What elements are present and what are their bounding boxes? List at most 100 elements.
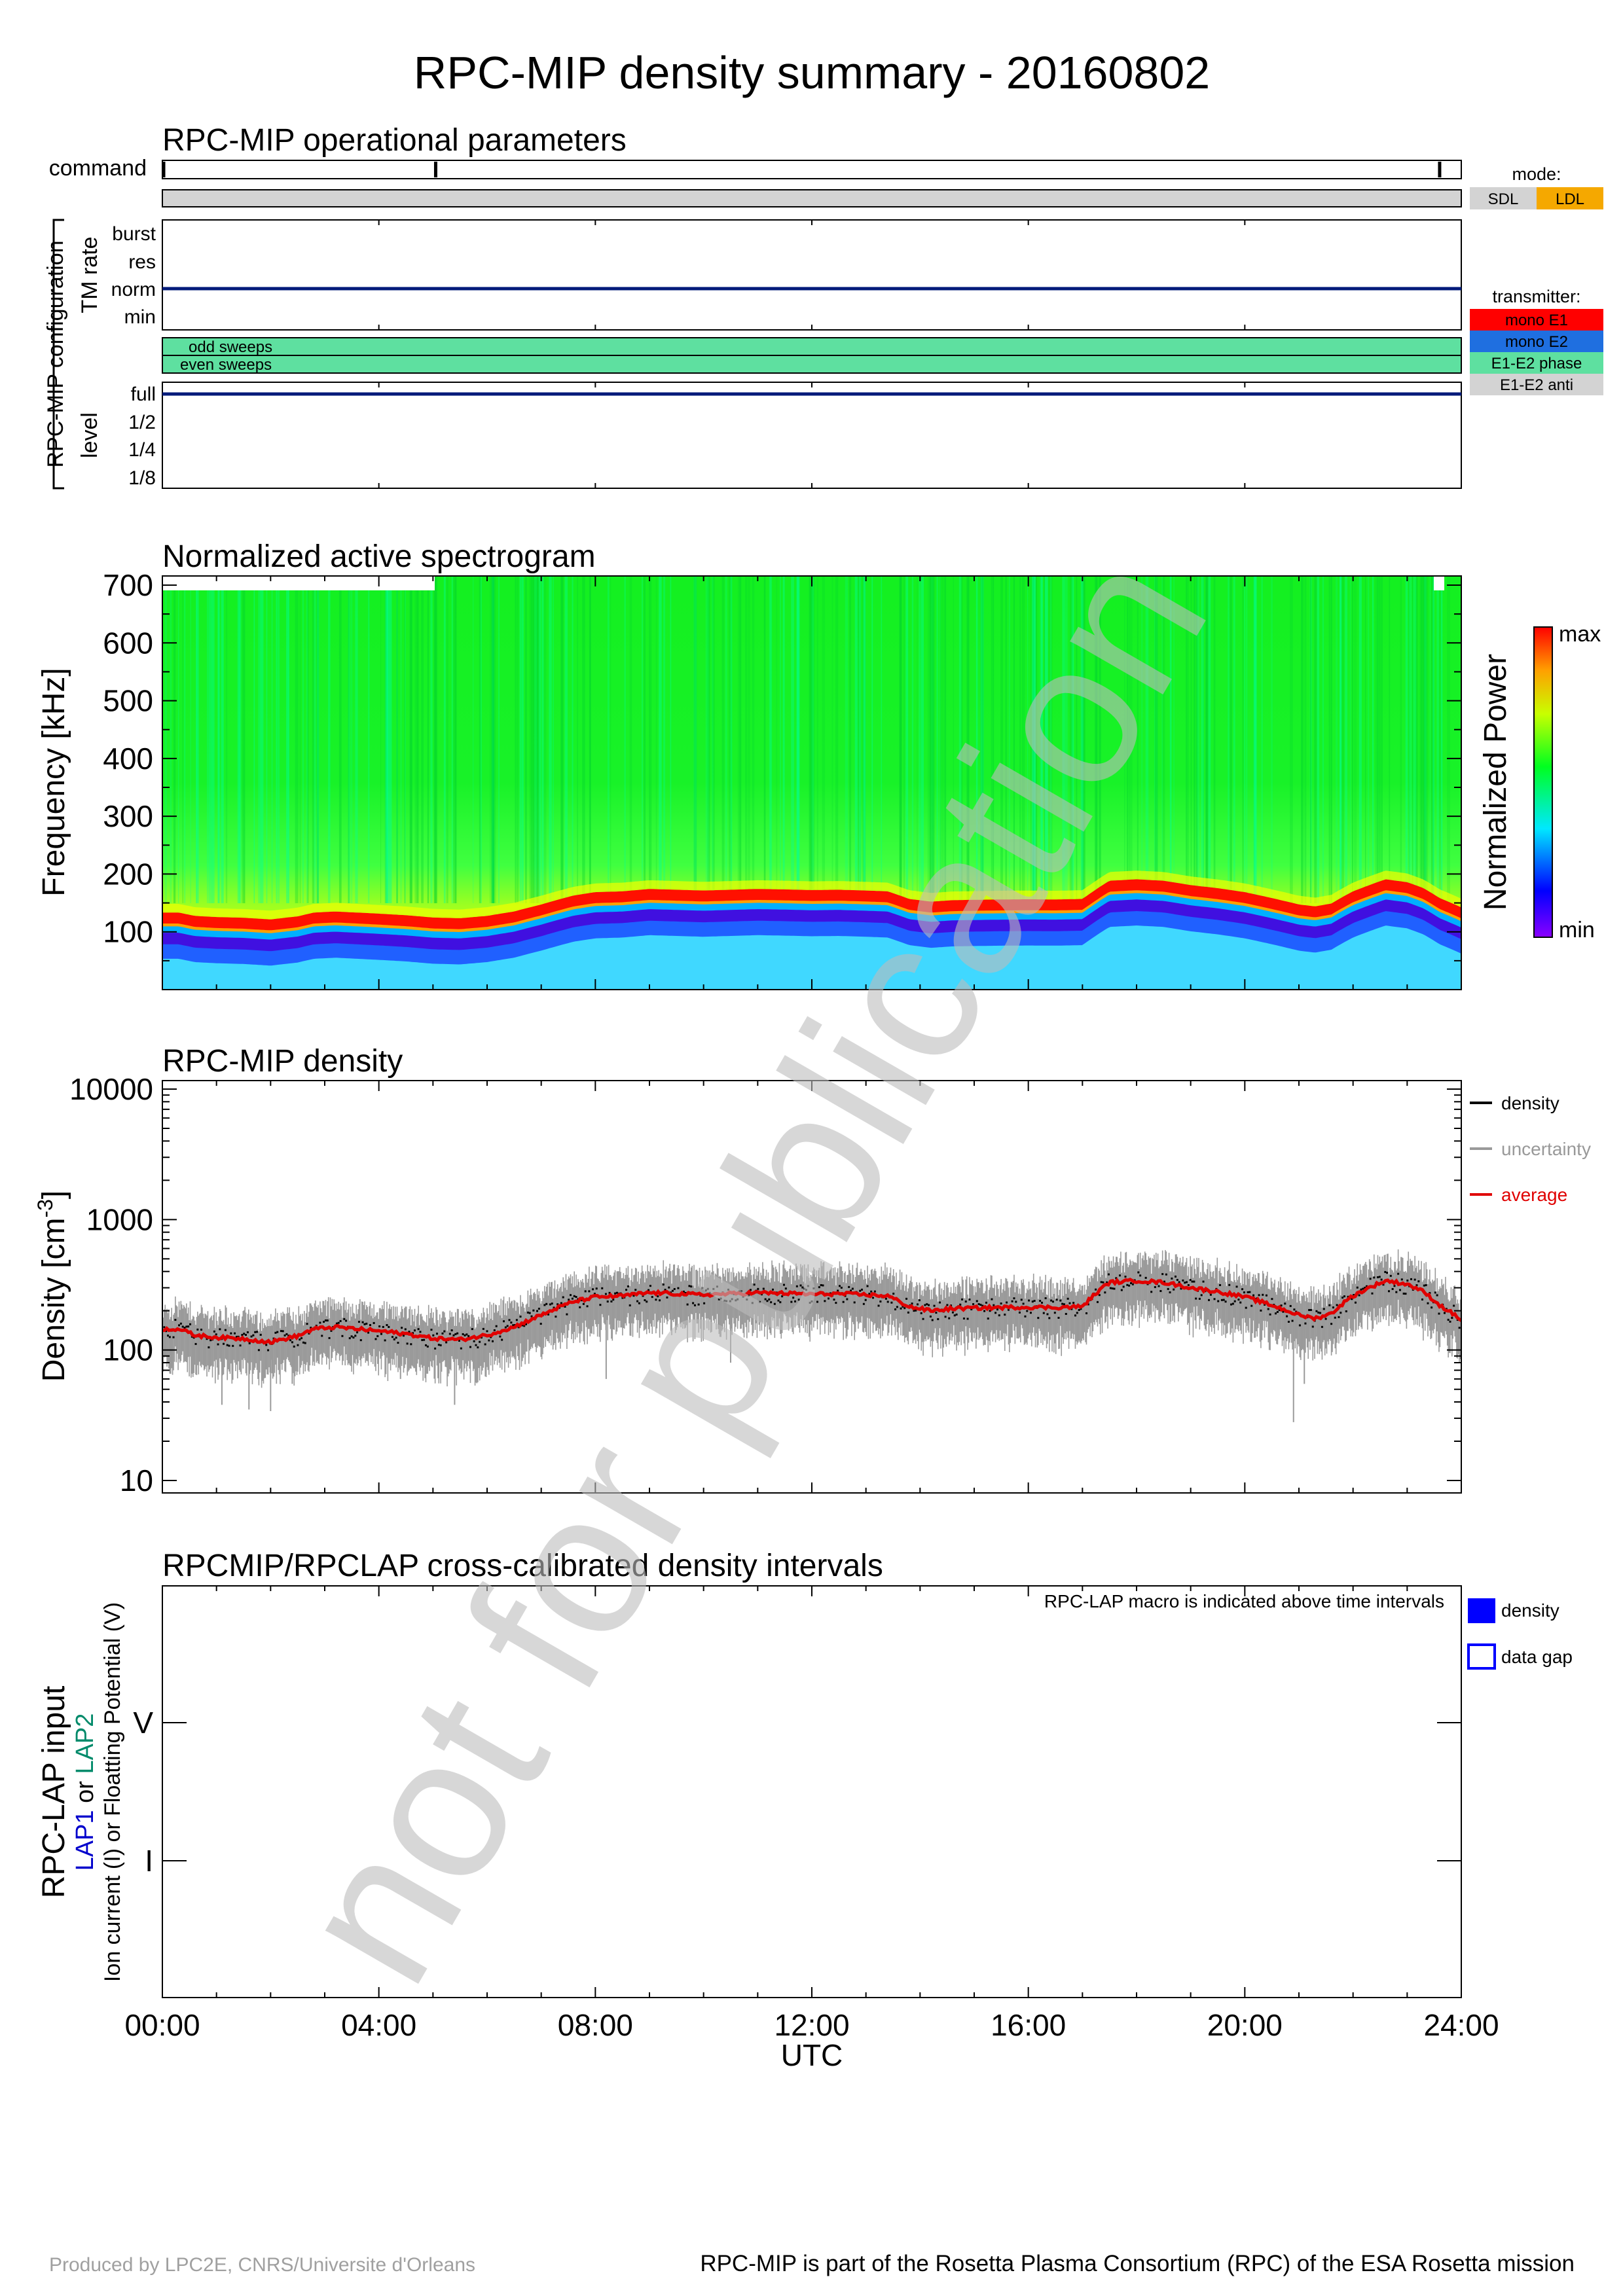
- density-point: [840, 1286, 843, 1289]
- density-point: [900, 1307, 902, 1310]
- density-point: [873, 1290, 876, 1293]
- spectrogram-stripe: [492, 576, 494, 903]
- density-point: [1235, 1285, 1238, 1288]
- density-point: [1200, 1294, 1203, 1297]
- spectrogram-stripe: [705, 576, 709, 903]
- density-point: [357, 1321, 360, 1323]
- density-point: [896, 1306, 898, 1308]
- spectrogram-stripe: [929, 576, 931, 903]
- density-point: [1028, 1299, 1030, 1302]
- spectrogram-stripe: [1213, 576, 1216, 903]
- density-point: [771, 1288, 774, 1291]
- spectrogram-stripe: [1426, 576, 1429, 903]
- density-point: [595, 1287, 598, 1290]
- density-point: [1434, 1291, 1436, 1294]
- density-point: [1237, 1299, 1240, 1301]
- density-point: [1391, 1287, 1394, 1290]
- density-point: [1289, 1304, 1292, 1307]
- density-point: [402, 1335, 405, 1337]
- spectrogram-y-axis: 100 200 300 400 500 600 700: [103, 568, 1461, 961]
- density-point: [1178, 1281, 1180, 1283]
- density-point: [835, 1302, 837, 1304]
- spectrogram-stripe: [939, 576, 942, 903]
- density-point: [697, 1303, 700, 1306]
- density-point: [1378, 1276, 1381, 1278]
- spectrogram-stripe: [414, 576, 418, 903]
- density-point: [614, 1292, 617, 1295]
- density-point: [1315, 1310, 1318, 1312]
- colorbar-min-label: min: [1559, 918, 1595, 942]
- density-point: [413, 1329, 416, 1332]
- density-point: [384, 1339, 386, 1342]
- density-point: [1389, 1274, 1392, 1277]
- density-point: [493, 1329, 496, 1331]
- density-point: [1360, 1288, 1362, 1291]
- density-point: [185, 1325, 188, 1328]
- density-point: [629, 1304, 631, 1306]
- tm-rate-tick-norm: norm: [111, 279, 156, 300]
- density-point: [1122, 1285, 1125, 1288]
- density-point: [217, 1343, 219, 1346]
- lap-legend-density-label: density: [1501, 1600, 1559, 1621]
- density-point: [426, 1345, 429, 1348]
- spectrogram-stripe: [1021, 576, 1025, 903]
- config-label: RPC-MIP configuration: [43, 240, 68, 467]
- density-point: [359, 1339, 362, 1342]
- spectrogram-stripe: [1082, 576, 1085, 903]
- spectrogram-stripe: [306, 576, 309, 903]
- tm-rate-tick-res: res: [128, 251, 156, 273]
- density-point: [894, 1308, 897, 1311]
- spectrogram-stripe: [211, 576, 215, 903]
- spectrogram-stripe: [316, 576, 319, 903]
- spectrogram-stripe: [1345, 576, 1348, 903]
- density-point: [588, 1290, 591, 1293]
- density-point: [232, 1344, 234, 1347]
- density-point: [1423, 1284, 1425, 1287]
- density-point: [348, 1337, 351, 1340]
- spectrogram-band-blue-low: [162, 905, 1461, 966]
- density-point: [1193, 1280, 1195, 1283]
- lap-ytick-i: I: [145, 1844, 153, 1878]
- density-point: [250, 1335, 253, 1338]
- density-point: [931, 1319, 934, 1321]
- spectrogram-stripe: [791, 576, 794, 903]
- density-point: [401, 1327, 403, 1329]
- density-point: [304, 1342, 306, 1344]
- density-point: [793, 1300, 796, 1302]
- density-point: [450, 1329, 453, 1332]
- spectrogram-stripe: [770, 576, 773, 903]
- density-point: [655, 1299, 657, 1301]
- density-point: [682, 1290, 685, 1293]
- spectrogram-stripe: [498, 576, 500, 903]
- density-point: [1275, 1312, 1277, 1315]
- spectrogram-stripe: [368, 576, 370, 903]
- spectrogram-stripe: [1127, 576, 1130, 903]
- spectrogram-stripe: [1400, 576, 1402, 903]
- density-point: [551, 1302, 553, 1305]
- density-point: [1264, 1303, 1266, 1306]
- spectrogram-stripe: [1162, 576, 1165, 903]
- spectrogram-stripe: [164, 576, 167, 903]
- density-point: [768, 1298, 771, 1300]
- spectrogram-stripe: [421, 576, 424, 903]
- density-point: [367, 1331, 370, 1334]
- density-point: [306, 1323, 308, 1325]
- spectrogram-stripe: [1080, 576, 1083, 903]
- density-point: [892, 1293, 895, 1295]
- density-point: [167, 1335, 170, 1337]
- density-point: [1154, 1286, 1156, 1289]
- density-point: [729, 1300, 731, 1302]
- spectrogram-stripe: [712, 576, 715, 903]
- spectrogram-stripe: [1309, 576, 1313, 903]
- spectrogram-stripe: [1137, 576, 1139, 903]
- spectrogram-stripe: [1349, 576, 1351, 903]
- density-point: [1159, 1290, 1162, 1293]
- spectrogram-stripe: [1019, 576, 1021, 903]
- density-point: [1217, 1300, 1220, 1302]
- density-point: [259, 1333, 262, 1336]
- spectrogram-stripe: [1040, 576, 1042, 903]
- density-point: [1031, 1300, 1034, 1303]
- density-point: [323, 1321, 325, 1323]
- density-point: [712, 1287, 715, 1290]
- config-bracket: [52, 219, 64, 490]
